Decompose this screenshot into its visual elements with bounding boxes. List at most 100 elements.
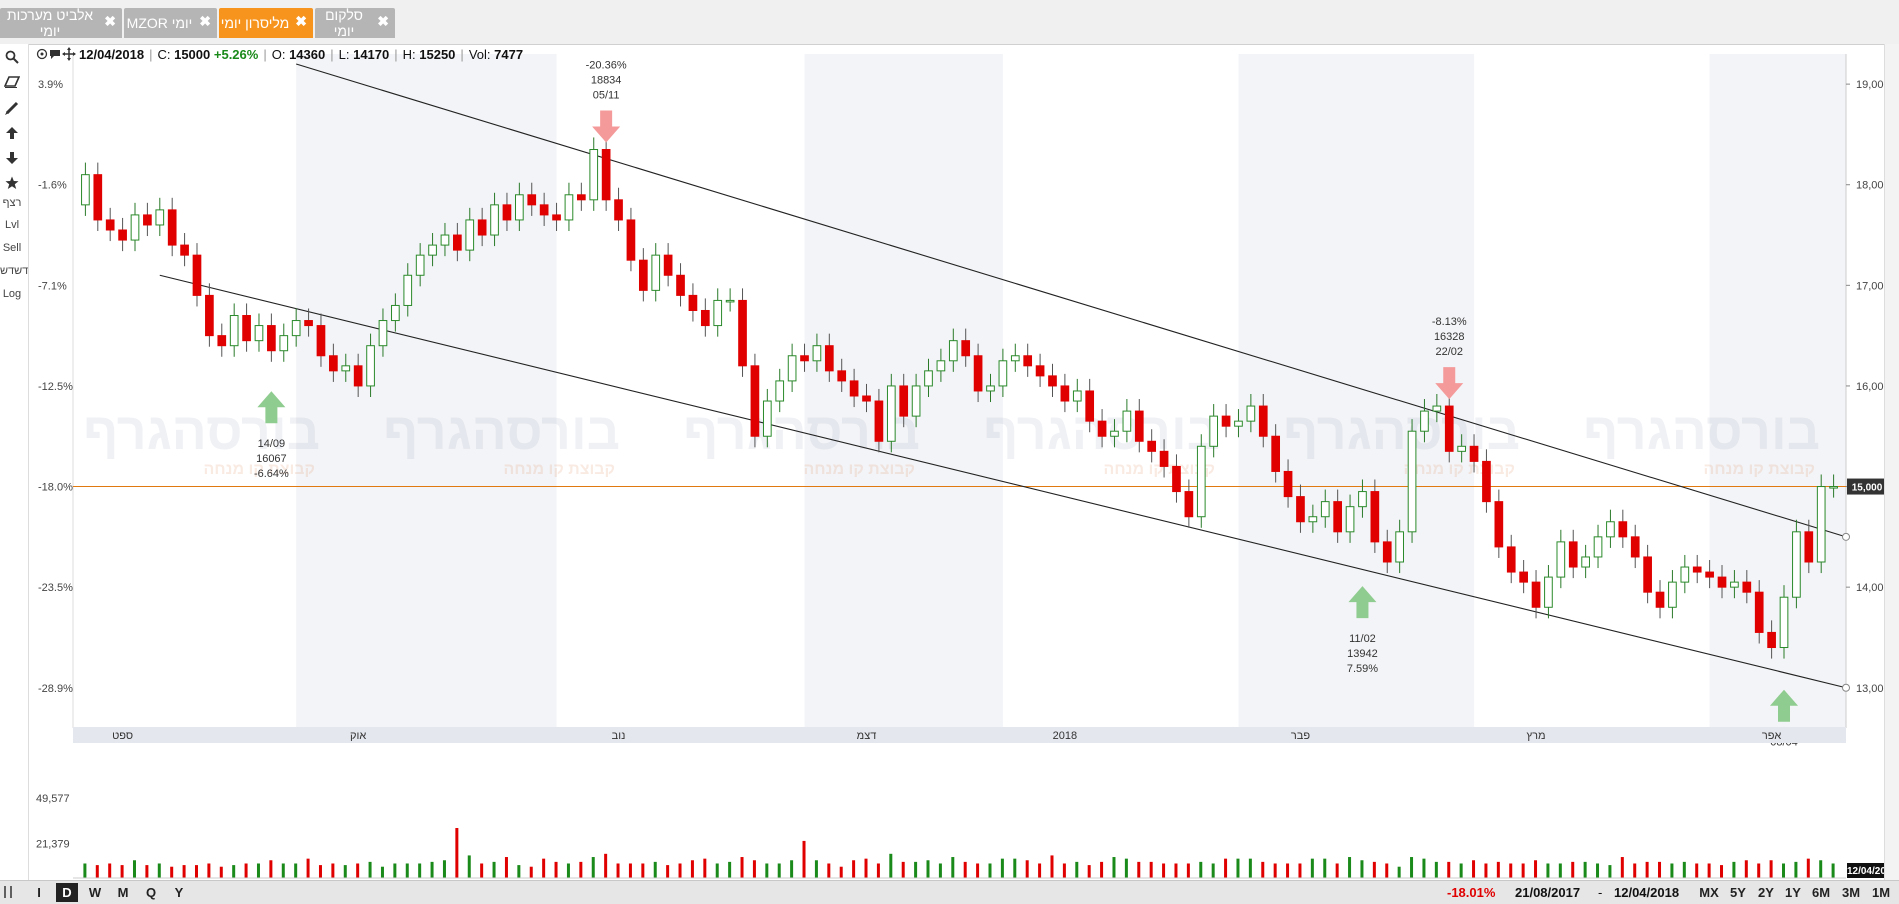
volume-bar — [951, 857, 955, 878]
watermark-sub: קבוצת קו מנחה — [1104, 461, 1215, 478]
candle-body — [1742, 581, 1752, 593]
range-button-1y[interactable]: 1Y — [1785, 885, 1801, 900]
candle-body — [1531, 581, 1541, 608]
volume-bar — [1447, 861, 1451, 878]
candle-body — [738, 299, 747, 367]
volume-bar — [1050, 855, 1054, 878]
candle-body — [1370, 491, 1380, 543]
range-button-2y[interactable]: 2Y — [1758, 885, 1774, 900]
annotation-pct: -20.36% — [586, 60, 627, 72]
tab-melisron[interactable]: מליסרון יומי ✖ — [219, 8, 313, 38]
pct-tick-label: 3.9% — [38, 79, 63, 91]
volume-bar — [108, 863, 112, 878]
sidebar-item-sell[interactable]: Sell — [2, 242, 22, 254]
right-scroll-strip[interactable] — [1884, 44, 1899, 880]
candle-body — [217, 335, 227, 347]
candle-body — [155, 209, 165, 226]
close-icon[interactable]: ✖ — [377, 13, 389, 29]
tab-mzor[interactable]: MZOR יומי ✖ — [124, 8, 217, 38]
period-button-yearly[interactable]: Y — [174, 885, 184, 900]
pct-tick-label: -1.6% — [38, 180, 67, 192]
sidebar-item-log[interactable]: Log — [2, 288, 22, 300]
volume-bar — [306, 858, 310, 878]
volume-bar — [318, 865, 322, 878]
period-button-monthly[interactable]: M — [117, 885, 129, 900]
volume-bar — [504, 857, 508, 878]
candle-body — [1568, 541, 1578, 568]
candle-body — [1457, 445, 1466, 452]
volume-bar — [641, 863, 645, 878]
tab-cellcom[interactable]: סלקום יומי ✖ — [315, 7, 395, 39]
zoom-tool[interactable] — [0, 50, 24, 64]
candle-body — [750, 365, 760, 437]
candle-body — [824, 345, 834, 372]
candle-body — [576, 194, 586, 201]
to-date[interactable]: 12/04/2018 — [1614, 885, 1680, 900]
arrow-down-tool[interactable] — [0, 151, 24, 165]
volume-bar — [1546, 863, 1550, 878]
range-button-3m[interactable]: 3M — [1841, 885, 1861, 900]
star-tool[interactable] — [0, 176, 24, 190]
candle-body — [552, 214, 561, 221]
period-button-weekly[interactable]: W — [88, 885, 102, 900]
tool-sidebar: רצף Lvl Sell דשדש Log — [0, 44, 29, 880]
sidebar-item-lvl[interactable]: Lvl — [4, 219, 20, 231]
candle-body — [391, 304, 400, 322]
volume-bar — [976, 863, 980, 878]
close-icon[interactable]: ✖ — [199, 13, 211, 29]
volume-bar — [690, 860, 694, 878]
candle-body — [651, 254, 661, 291]
volume-bar — [1757, 863, 1761, 878]
close-icon[interactable]: ✖ — [295, 13, 307, 29]
from-date[interactable]: 21/08/2017 — [1515, 885, 1581, 900]
period-button-daily[interactable]: D — [56, 883, 78, 902]
candle-body — [638, 259, 648, 291]
candle-body — [1172, 465, 1181, 493]
month-label: אוק — [350, 730, 366, 742]
volume-bar — [343, 865, 347, 878]
sidebar-item-flat[interactable]: דשדש — [0, 265, 29, 277]
arrow-down-marker — [1435, 367, 1464, 400]
volume-bar — [1509, 863, 1513, 878]
period-button-intraday[interactable]: I — [37, 885, 41, 900]
open-label: O: — [271, 46, 286, 62]
range-button-mx[interactable]: MX — [1699, 885, 1719, 900]
pencil-tool[interactable] — [0, 101, 24, 115]
volume-bar — [442, 860, 446, 878]
volume-bar — [852, 860, 856, 878]
last-date-box — [1847, 863, 1884, 878]
y-tick-label: 13,000 — [1856, 683, 1884, 695]
volume-bar — [542, 858, 546, 878]
volume-bar — [1298, 863, 1302, 878]
volume-bar — [715, 863, 719, 878]
annotation-date: 14/09 — [258, 438, 286, 450]
volume-bar — [1323, 858, 1327, 878]
eraser-tool[interactable] — [0, 76, 24, 88]
range-button-5y[interactable]: 5Y — [1730, 885, 1746, 900]
tab-bar: אלביט מערכות יומי ✖ MZOR יומי ✖ מליסרון … — [0, 0, 1899, 45]
tab-elbit[interactable]: אלביט מערכות יומי ✖ — [0, 7, 122, 39]
close-icon[interactable]: ✖ — [104, 13, 116, 29]
sidebar-item-sequence[interactable]: רצף — [2, 197, 22, 209]
period-button-quarterly[interactable]: Q — [145, 885, 157, 900]
tab-label: אלביט מערכות יומי — [6, 7, 94, 39]
volume-bar — [554, 861, 558, 878]
candle-body — [527, 194, 537, 206]
candle-body — [1209, 415, 1219, 447]
drag-handle-icon[interactable] — [2, 883, 14, 901]
candle-body — [812, 345, 822, 362]
volume-bar — [1348, 857, 1352, 878]
candle-body — [515, 194, 524, 221]
arrow-up-tool[interactable] — [0, 126, 24, 140]
range-button-6m[interactable]: 6M — [1811, 885, 1831, 900]
volume-bar — [827, 863, 831, 878]
candle-body — [1816, 486, 1826, 563]
volume-bar — [1112, 857, 1116, 878]
candle-body — [304, 320, 313, 327]
low-value: 14170 — [353, 46, 390, 62]
candle-body — [1308, 516, 1318, 523]
range-button-1m[interactable]: 1M — [1871, 885, 1891, 900]
volume-bar — [182, 865, 186, 878]
candle-body — [105, 219, 115, 231]
